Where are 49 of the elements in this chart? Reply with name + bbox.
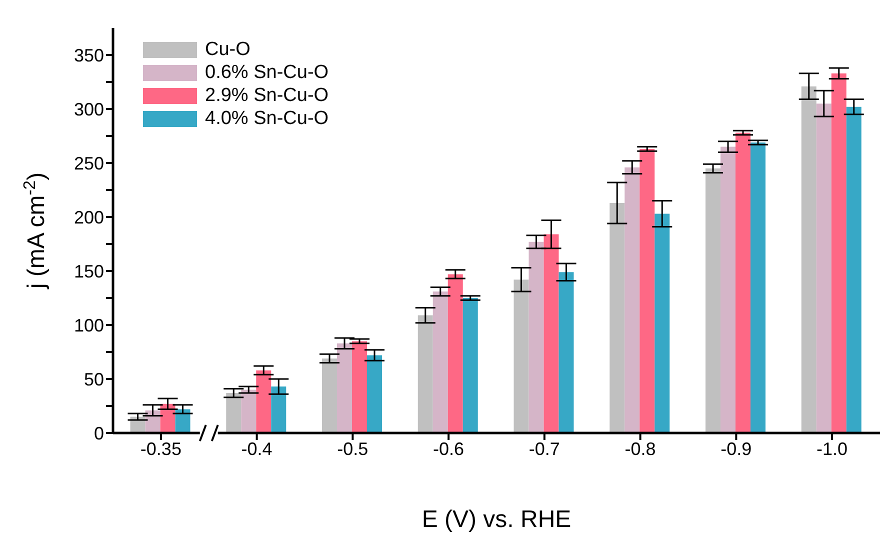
y-tick-label: 150	[74, 261, 104, 282]
y-tick-label: 250	[74, 153, 104, 174]
legend-label: 0.6% Sn-Cu-O	[205, 62, 329, 84]
bar	[462, 298, 478, 433]
x-tick-label: -0.5	[337, 438, 368, 459]
y-tick-label: 0	[94, 423, 104, 444]
bar	[418, 315, 433, 433]
bar	[241, 390, 256, 433]
bar	[448, 274, 463, 433]
bar	[432, 292, 448, 433]
bar	[831, 73, 846, 433]
y-tick-label: 300	[74, 99, 104, 120]
bar	[750, 142, 766, 433]
bar	[367, 355, 382, 433]
legend-label: 4.0% Sn-Cu-O	[205, 108, 329, 130]
y-tick-label: 100	[74, 315, 104, 336]
bar	[271, 386, 286, 433]
y-tick-label: 200	[74, 207, 104, 228]
x-tick-label: -0.6	[433, 438, 464, 459]
bar	[352, 341, 368, 433]
bar	[846, 106, 862, 433]
bar	[544, 234, 559, 433]
x-tick-label: -1.0	[816, 438, 848, 459]
bar	[640, 148, 655, 433]
x-tick-label: -0.8	[624, 438, 656, 459]
bar	[816, 104, 832, 433]
bar	[736, 132, 751, 433]
bar	[654, 214, 670, 433]
x-tick-label: -0.35	[140, 438, 182, 459]
bar	[337, 343, 352, 433]
x-axis-title: E (V) vs. RHE	[422, 506, 572, 533]
x-tick-label: -0.7	[528, 438, 560, 459]
x-tick-label: -0.4	[241, 438, 272, 459]
bar	[226, 393, 242, 433]
bar	[624, 167, 640, 433]
bar	[322, 358, 338, 433]
bar	[558, 272, 574, 433]
legend-label: Cu-O	[205, 38, 250, 60]
bar	[610, 202, 625, 433]
bar	[706, 168, 721, 433]
x-tick-label: -0.9	[720, 438, 752, 459]
bar	[801, 86, 816, 433]
y-tick-label: 50	[84, 369, 104, 390]
legend-label: 2.9% Sn-Cu-O	[205, 84, 329, 106]
y-tick-label: 350	[74, 45, 104, 66]
bar	[528, 242, 544, 433]
bar	[514, 280, 529, 433]
bar	[720, 146, 736, 433]
bar	[256, 370, 272, 433]
